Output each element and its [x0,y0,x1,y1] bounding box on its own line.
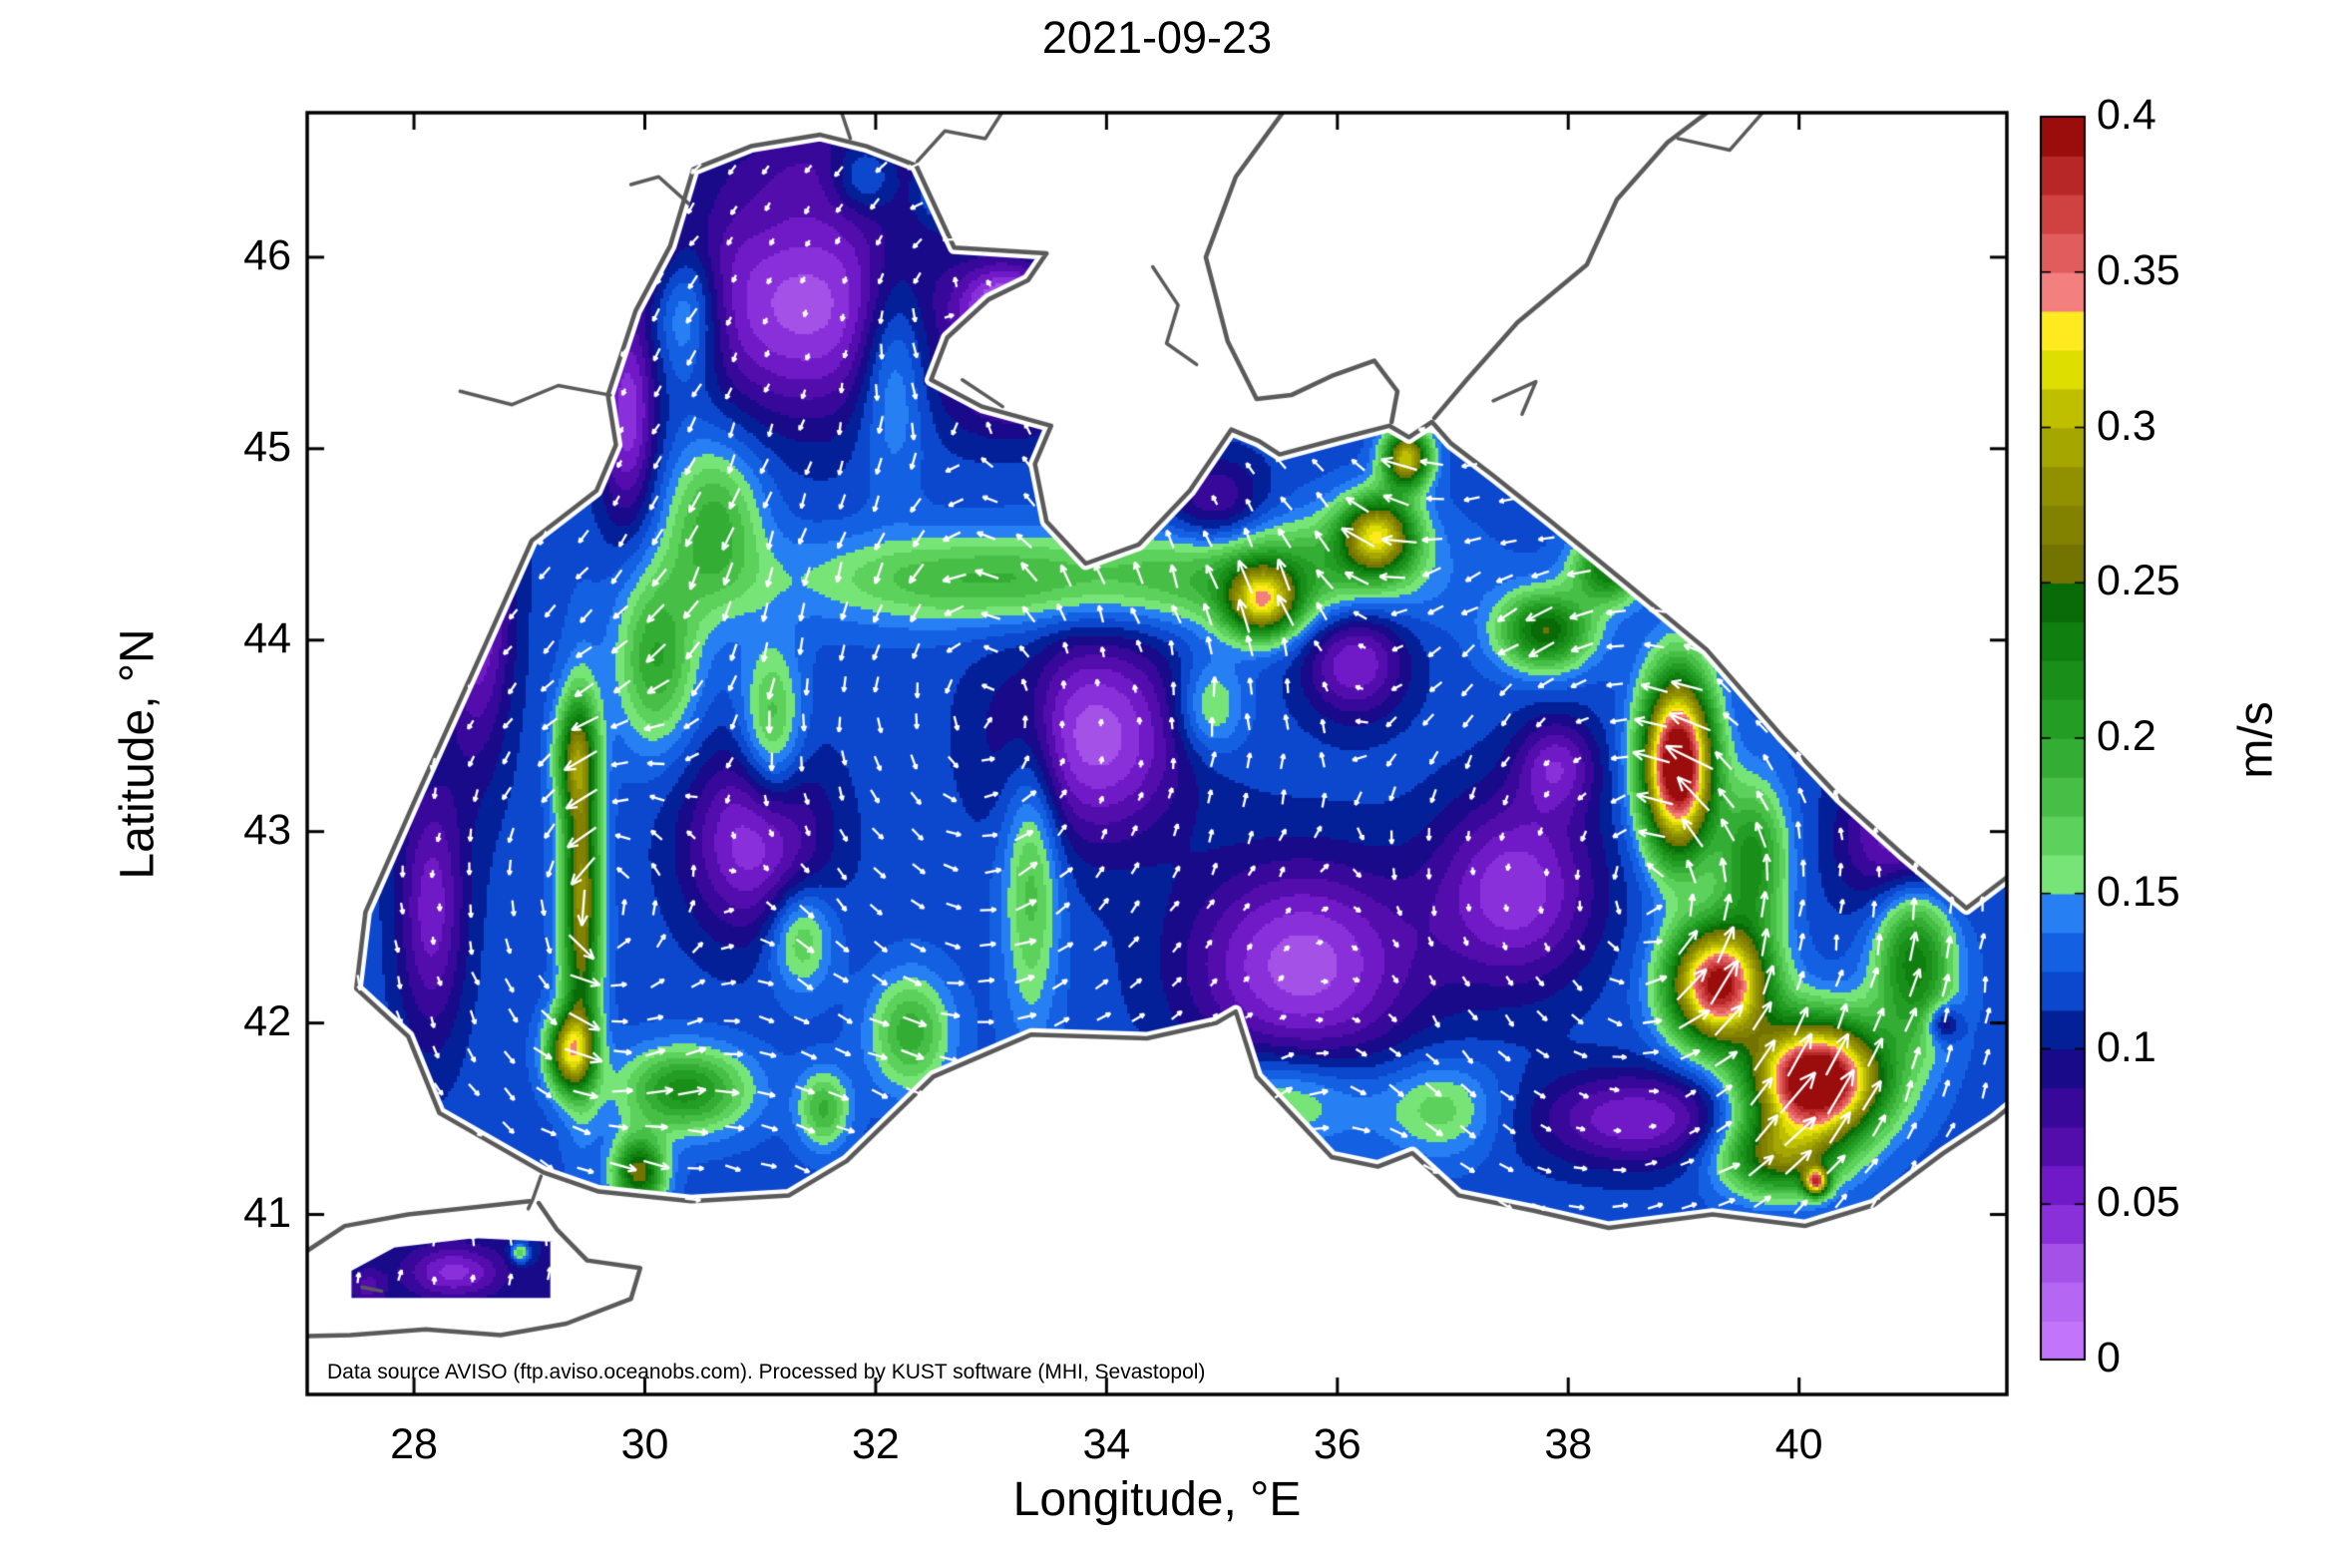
xtick-label: 32 [852,1420,900,1468]
ytick-label: 43 [243,805,291,854]
cbtick-label: 0.35 [2097,245,2180,294]
xtick-label: 40 [1774,1420,1823,1468]
xtick-label: 36 [1313,1420,1362,1468]
cbtick-label: 0.3 [2097,401,2156,450]
ytick-label: 42 [243,996,291,1045]
xtick-label: 38 [1544,1420,1593,1468]
xtick-label: 28 [390,1420,438,1468]
ytick-label: 41 [243,1188,291,1237]
x-axis-label: Longitude, °E [1012,1473,1302,1526]
credit-line: Data source AVISO (ftp.aviso.oceanobs.co… [327,1361,1206,1383]
cbtick-label: 0.4 [2097,91,2156,139]
ytick-label: 44 [243,613,291,662]
ytick-label: 46 [243,230,291,279]
cbtick-label: 0.2 [2097,712,2156,760]
cbtick-label: 0 [2097,1334,2121,1381]
xtick-label: 30 [620,1420,669,1468]
cbtick-label: 0.05 [2097,1178,2180,1227]
xtick-label: 34 [1082,1420,1131,1468]
cbtick-label: 0.1 [2097,1022,2156,1071]
ytick-label: 45 [243,422,291,471]
figure-title: 2021-09-23 [1041,12,1273,63]
y-axis-label: Latitude, °N [111,628,165,880]
cbtick-label: 0.25 [2097,557,2180,605]
cbtick-label: 0.15 [2097,867,2180,916]
